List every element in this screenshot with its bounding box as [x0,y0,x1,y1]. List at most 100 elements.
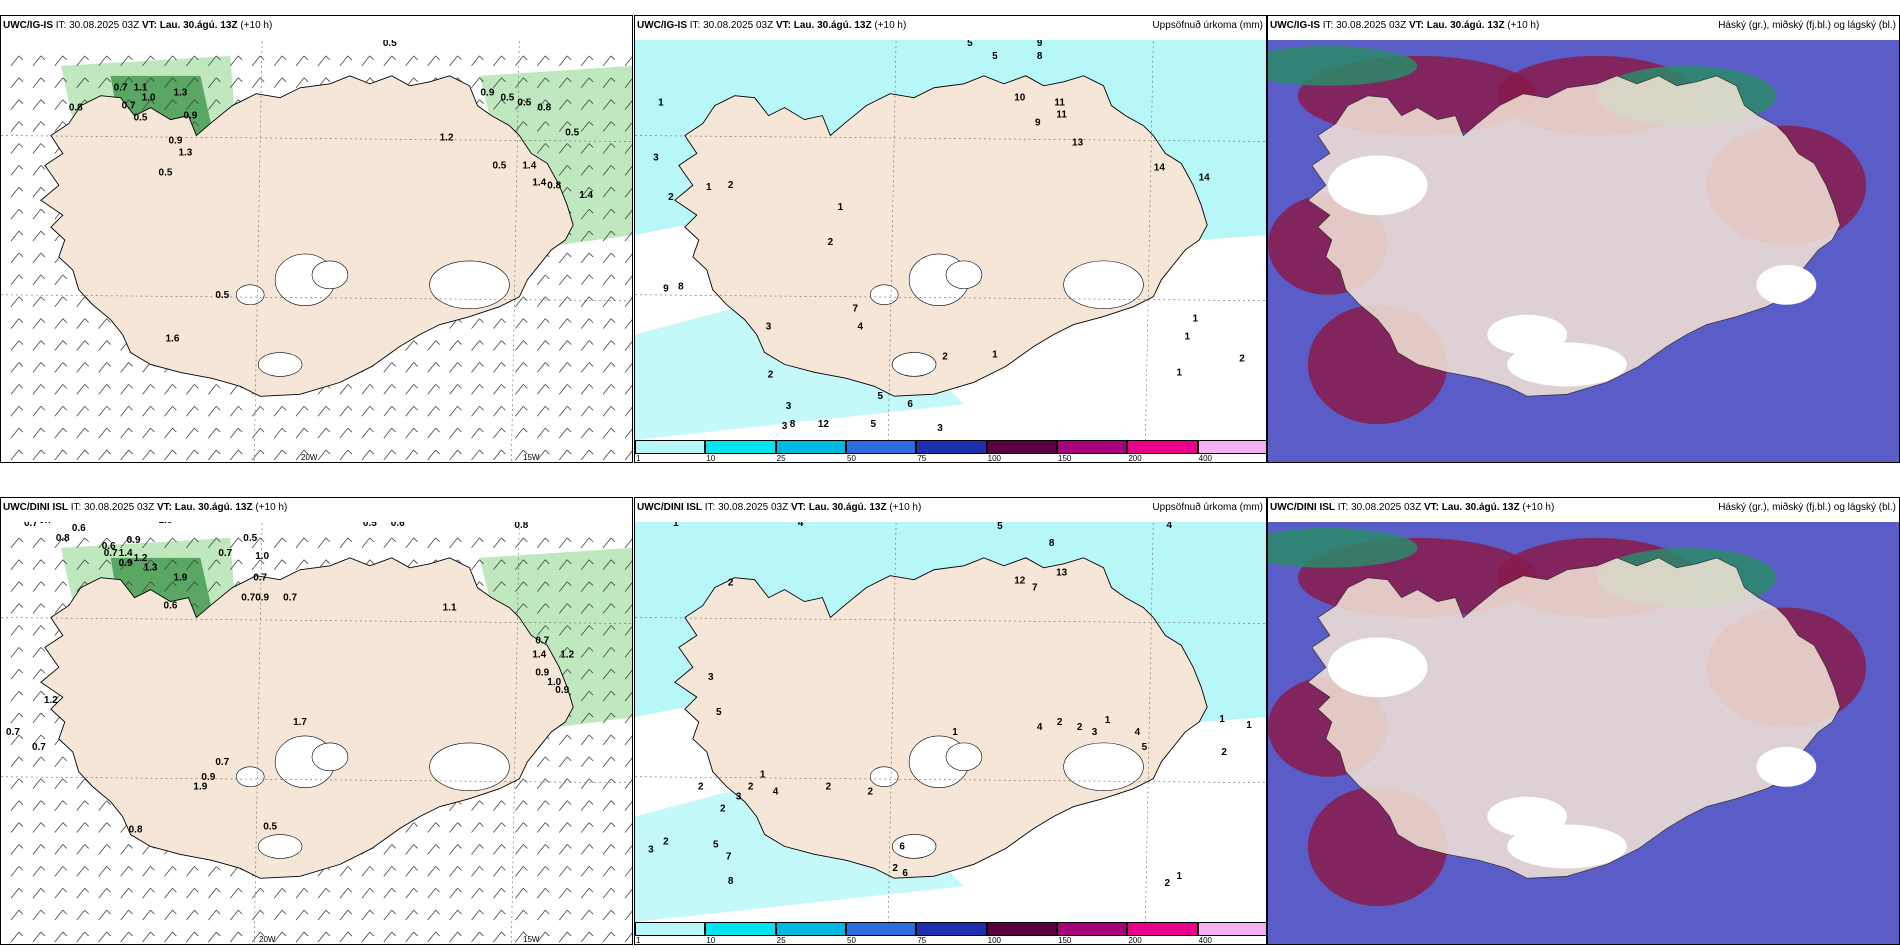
wind-barb [10,384,24,395]
graticule-line [1,776,632,784]
value-label: 5 [716,707,722,718]
wind-barb [10,252,24,264]
cloud-cover-map-dini: UWC/DINI ISL IT: 30.08.2025 03Z VT: Lau.… [1267,497,1900,945]
wind-barb [602,208,616,220]
color-bar-tick: 400 [1198,936,1213,945]
wind-barb [229,909,243,921]
wind-barb [10,866,24,877]
value-label: 1.4 [532,177,546,188]
value-label: 2 [828,237,834,248]
wind-barb [120,909,133,921]
value-label: 1 [706,182,712,193]
value-label: 0.5 [565,128,579,139]
map-area [1268,518,1899,944]
wind-barb [208,55,221,67]
wind-barb [54,756,68,768]
wind-barb [186,77,199,89]
value-label: 0.9 [127,535,141,546]
wind-barb [295,405,309,417]
value-label: 1 [760,770,766,781]
wind-gust-map-dini: UWC/DINI ISL IT: 30.08.2025 03Z VT: Lau.… [0,497,633,945]
wind-barb [602,866,616,877]
value-label: 2 [867,787,873,798]
panel-header: UWC/DINI ISL IT: 30.08.2025 03Z VT: Lau.… [1,498,632,522]
wind-barb [76,77,90,89]
wind-barb [536,362,550,373]
graticule-line [635,294,1266,301]
wind-barb [515,318,528,329]
wind-barb [580,384,594,395]
wind-barb [558,405,572,417]
wind-barb [10,208,24,220]
iceland-land [40,557,574,879]
wind-barb [54,55,68,67]
wind-barb [624,669,632,680]
wind-barb [602,909,616,921]
wind-barb [339,427,353,439]
color-bar-tick: 400 [1198,454,1213,463]
value-label: 14 [1154,162,1166,173]
init-time: 30.08.2025 03Z [69,20,140,31]
wind-barb [558,581,572,592]
wind-barb [142,581,155,592]
wind-barb [98,866,111,877]
wind-barb [10,121,24,132]
wind-barb [536,603,550,614]
wind-barb [295,427,309,439]
value-label: 7 [1032,583,1038,594]
wind-barb [515,844,528,855]
wind-barb [602,712,616,724]
wind-barb [10,844,24,855]
wind-barb [142,449,155,461]
wind-barb [602,121,616,132]
wind-barb [515,909,528,921]
wind-barb [10,625,24,636]
wind-barb [602,690,616,702]
wind-barb [536,866,550,877]
wind-barb [10,712,24,724]
wind-barb [602,55,616,67]
wind-barb [186,449,199,461]
value-label: 0.5 [159,167,173,178]
wind-barb [602,405,616,417]
wind-barb [339,384,353,395]
iceland-land [40,75,574,397]
wind-barb [515,931,528,943]
wind-barb [208,427,221,439]
value-label: 0.7 [253,573,267,584]
wind-barb [558,734,572,746]
wind-barb [471,909,484,921]
wind-barb [558,756,572,768]
value-label: 0.7 [218,548,232,559]
wind-barb [624,823,632,833]
wind-barb [449,822,462,833]
value-label: 0.7 [535,635,549,646]
wind-barb [405,362,418,373]
wind-barb [361,909,375,921]
wind-barb [295,537,309,549]
clear-area [1756,746,1817,787]
wind-barb [405,427,418,439]
color-bar-tick: 150 [1058,936,1072,945]
wind-barb [624,253,632,264]
value-label: 1 [1177,871,1183,882]
value-label: 0.7 [241,593,255,604]
wind-barb [580,187,594,198]
glacier [869,766,899,787]
valid-time: Lau. 30.ágú. 13Z [1441,502,1520,513]
valid-time: Lau. 30.ágú. 13Z [159,20,238,31]
color-bar-tick: 100 [987,454,1002,463]
wind-barb [405,866,418,877]
wind-barb [602,384,616,395]
wind-barb [98,405,111,417]
wind-barb [10,362,24,373]
value-label: 1.0 [142,93,156,104]
wind-barb [32,800,46,811]
wind-barb [164,99,177,110]
wind-barb [536,55,550,67]
wind-barb [580,931,594,943]
wind-barb [580,866,594,877]
wind-barb [54,340,68,351]
value-label: 0.5 [500,93,514,104]
wind-barb [295,449,309,461]
